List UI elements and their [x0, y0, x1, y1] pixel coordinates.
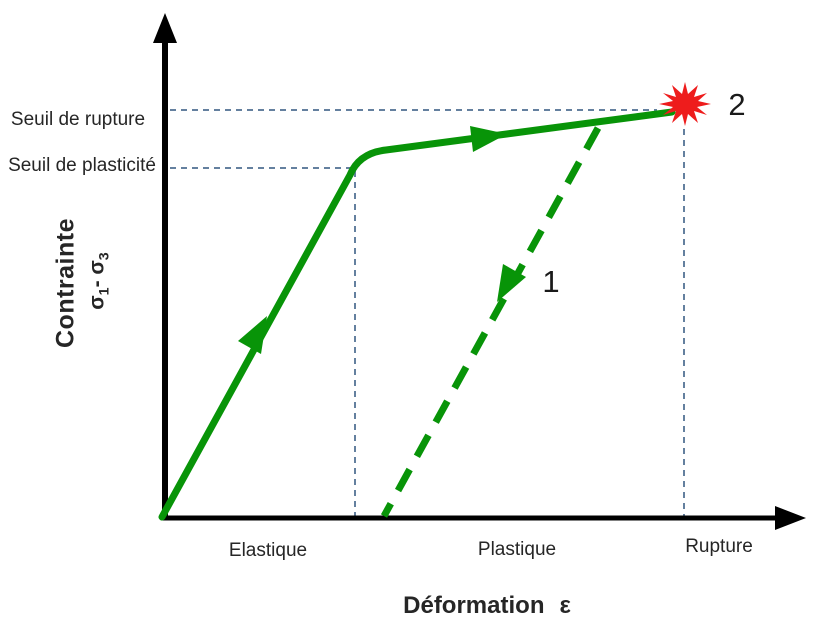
x-axis-title: Déformation ε [403, 592, 571, 620]
sigma-1-symbol: σ [85, 295, 109, 310]
loading-curve [158, 108, 676, 521]
rupture-region-label: Rupture [685, 536, 753, 557]
y-axis-title-text: Contrainte [51, 218, 80, 348]
sigma-1-subscript: 1 [96, 287, 113, 296]
unloading-path-marker: 1 [542, 264, 560, 299]
failure-point-marker: 2 [728, 87, 746, 122]
sigma-3-subscript: 3 [96, 252, 113, 261]
y-axis-sigma-label: σ1- σ3 [85, 252, 112, 309]
x-axis-arrowhead [775, 506, 806, 530]
y-axis-arrowhead [153, 13, 177, 43]
rupture-threshold-label: Seuil de rupture [10, 109, 146, 130]
y-axis-title: Contrainte [52, 218, 81, 348]
sigma-separator: - [85, 274, 109, 288]
rupture-starburst-icon [659, 82, 711, 126]
epsilon-symbol: ε [559, 592, 571, 619]
elastic-region-label: Elastique [228, 540, 308, 561]
unloading-dashed-line [380, 126, 602, 518]
loading-curve-arrowhead-plateau [470, 126, 507, 152]
unloading-arrowhead [497, 264, 526, 302]
sigma-3-symbol: σ [85, 260, 109, 275]
loading-curve-arrowhead-elastic [238, 316, 267, 354]
plastic-region-label: Plastique [477, 539, 557, 560]
x-axis-title-text: Déformation [403, 592, 545, 619]
plasticity-threshold-label: Seuil de plasticité [8, 155, 156, 176]
